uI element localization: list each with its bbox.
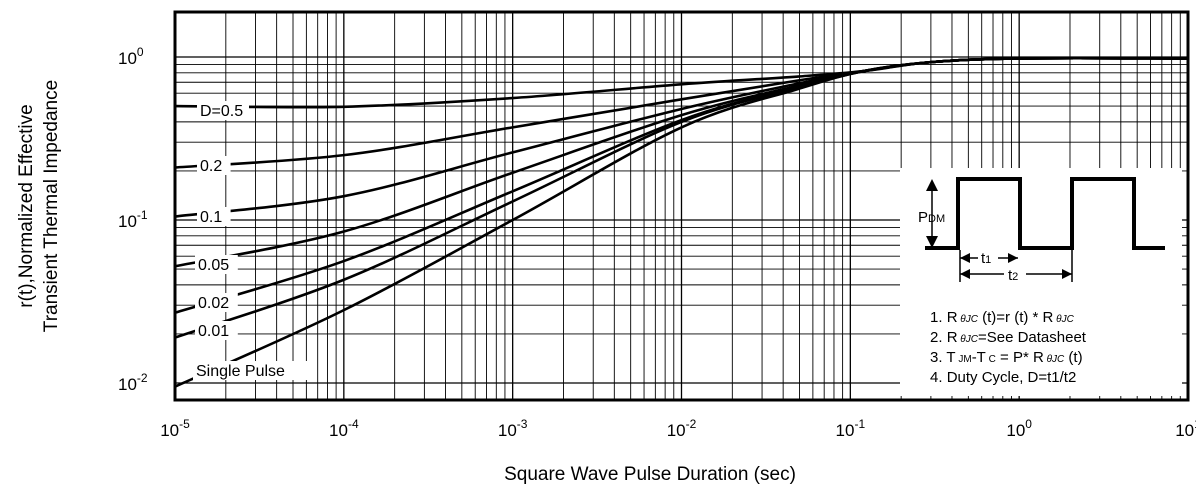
series-label-1: 0.2	[200, 158, 222, 175]
x-tick-label-3: 10-2	[667, 417, 697, 440]
y-tick-label-1: 10-1	[118, 208, 148, 231]
inset-notes: 1. R θJC (t)=r (t) * R θJC 2. R θJC=See D…	[930, 309, 1087, 386]
inset-note-4: 4. Duty Cycle, D=t1/t2	[930, 369, 1076, 386]
inset-note-1: 1. R θJC (t)=r (t) * R θJC	[930, 309, 1075, 326]
t1-label: t1	[981, 250, 991, 267]
series-label-bg-0	[197, 101, 249, 120]
x-axis-title: Square Wave Pulse Duration (sec)	[504, 464, 796, 485]
series-label-bg-2	[197, 207, 231, 226]
t1-arrow-left	[960, 253, 970, 263]
x-tick-label-4: 10-1	[836, 417, 866, 440]
series-label-3: 0.05	[198, 257, 229, 274]
y-axis-title-line2: Transient Thermal Impedance	[41, 80, 62, 332]
y-tick-label-0: 100	[118, 45, 144, 68]
pdm-arrow-top	[926, 179, 938, 191]
y-tick-label-2: 10-2	[118, 371, 148, 394]
series-label-bg-5	[195, 321, 238, 340]
y-tick-labels: 100 10-1 10-2	[118, 45, 148, 394]
series-label-bg-3	[195, 255, 238, 274]
t1-arrow-right	[1008, 253, 1018, 263]
y-axis-title-line1: r(t),Normalized Effective	[16, 104, 37, 307]
series-label-bg-1	[197, 156, 231, 175]
x-tick-label-1: 10-4	[329, 417, 359, 440]
series-label-bg-6	[193, 361, 310, 380]
inset-note-2: 2. R θJC=See Datasheet	[930, 329, 1087, 346]
x-tick-labels: 10-5 10-4 10-3 10-2 10-1 100 101	[160, 417, 1196, 440]
t2-arrow-left	[960, 269, 970, 279]
pdm-label: PDM	[918, 209, 945, 226]
series-label-6: Single Pulse	[196, 363, 285, 380]
x-tick-label-0: 10-5	[160, 417, 190, 440]
series-label-4: 0.02	[198, 295, 229, 312]
series-label-0: D=0.5	[200, 103, 243, 120]
series-label-5: 0.01	[198, 323, 229, 340]
series-label-2: 0.1	[200, 209, 222, 226]
series-line-6	[174, 56, 1189, 388]
series-label-bg-4	[195, 293, 238, 312]
curves	[174, 56, 1189, 388]
pulse-waveform	[925, 177, 1165, 250]
t2-label: t2	[1008, 267, 1018, 284]
x-tick-label-5: 100	[1006, 417, 1032, 440]
plot-frame	[173, 10, 1190, 402]
t2-arrow-right	[1062, 269, 1072, 279]
pulse-inset: PDM t1 t2 1. R θJC (t)=r (t) * R θJC 2. R…	[900, 168, 1182, 396]
pdm-arrow-bottom	[926, 236, 938, 248]
series-labels: D=0.5 0.2 0.1 0.05 0.02 0.01 Single Pulse	[193, 101, 310, 380]
x-tick-label-6: 101	[1175, 417, 1196, 440]
x-tick-label-2: 10-3	[498, 417, 528, 440]
inset-note-3: 3. T JM-T C = P* R θJC (t)	[930, 349, 1083, 366]
